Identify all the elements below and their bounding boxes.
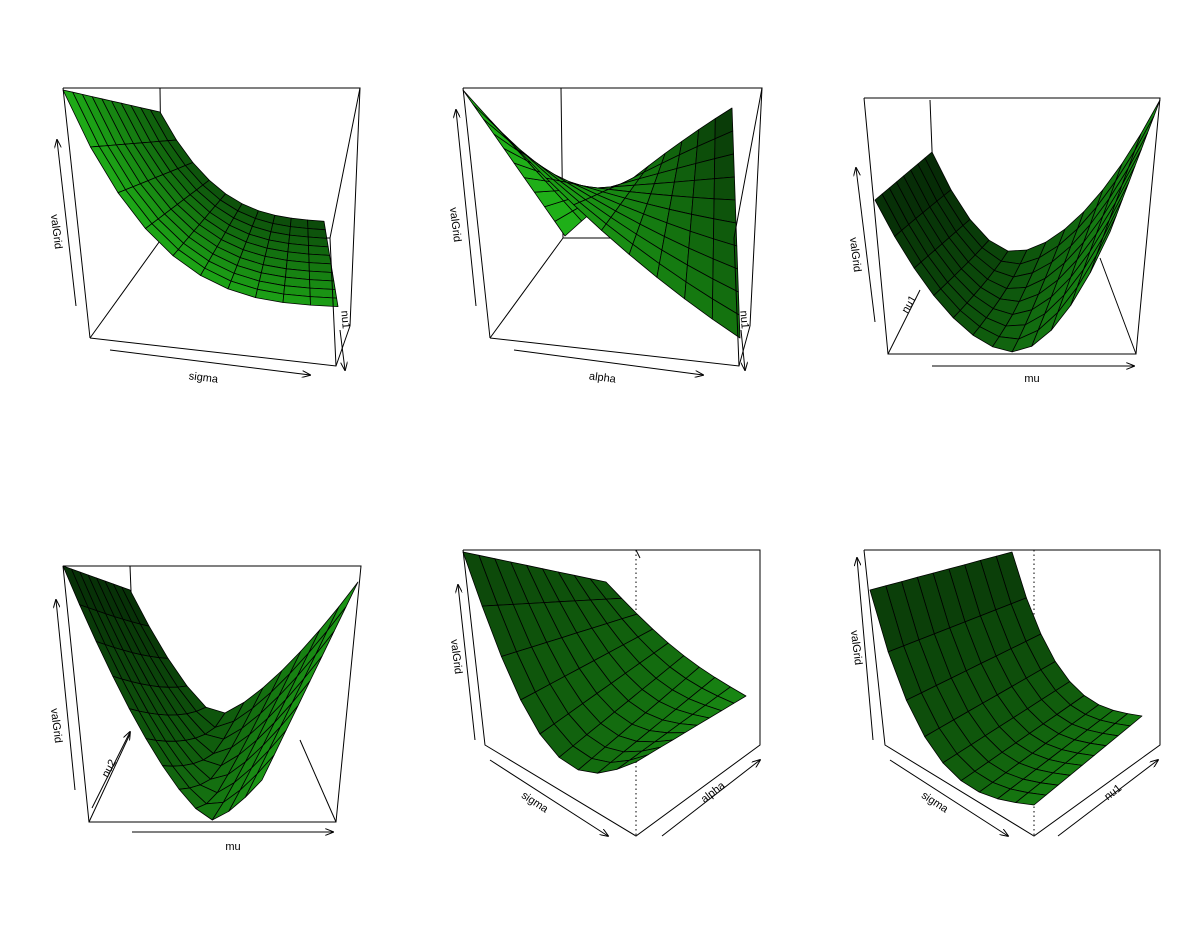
hidden-axis-label: nu1 — [338, 310, 352, 329]
x-axis-arrow — [513, 349, 703, 375]
panel-4: mu valGrid nu2 — [48, 565, 362, 853]
z-axis-arrow — [57, 140, 77, 307]
z-axis-arrow — [856, 168, 876, 323]
depth-axis-arrow — [339, 329, 345, 370]
panel-3: mu valGrid nu1 — [847, 97, 1161, 385]
z-axis-label: valGrid — [448, 639, 464, 675]
z-axis-arrow — [456, 110, 477, 307]
x-axis-arrow — [889, 759, 1008, 836]
x-axis-arrow — [489, 759, 608, 836]
panel-2: alpha valGrid nu1 — [447, 87, 763, 386]
panel-3-front-box — [863, 97, 1161, 355]
panel-6-surface — [869, 551, 1143, 806]
panel-5: sigma valGrid alpha — [448, 549, 761, 837]
surface-facet — [326, 581, 359, 632]
z-axis-label: valGrid — [48, 708, 64, 744]
x-axis-label: sigma — [519, 789, 551, 816]
z-axis-label: valGrid — [847, 237, 863, 273]
panel-2-axes: alpha valGrid nu1 — [447, 110, 751, 386]
x-axis-label: alpha — [588, 370, 617, 385]
panel-2-surface — [462, 89, 741, 339]
panel-6: sigma valGrid nu1 — [848, 549, 1161, 837]
surface-facet — [711, 298, 741, 339]
surface-facet — [616, 754, 649, 770]
y-axis-arrow — [1057, 760, 1158, 837]
y-axis-arrow — [661, 760, 760, 837]
x-axis-label: sigma — [188, 370, 219, 386]
z-axis-arrow — [56, 600, 76, 791]
x-axis-arrow — [109, 349, 310, 375]
y-axis-arrow — [91, 732, 130, 809]
surface-facet — [650, 181, 675, 197]
panel-3-surface — [874, 99, 1161, 353]
panel-1: sigma valGrid nu1 — [48, 87, 361, 386]
surface-facet — [309, 296, 339, 308]
hidden-axis-label: nu1 — [737, 310, 751, 329]
surface-facet — [1015, 792, 1047, 806]
panel-2-front-box — [462, 87, 763, 367]
z-axis-label: valGrid — [848, 630, 864, 666]
panel-4-surface — [62, 565, 359, 821]
surface-facet — [1090, 215, 1117, 273]
z-axis-label: valGrid — [48, 214, 64, 250]
surface-facet — [714, 153, 735, 180]
surface-facet — [713, 176, 736, 201]
panel-6-front-box — [863, 549, 1161, 837]
x-axis-label: sigma — [919, 789, 951, 816]
y-axis-label: alpha — [699, 779, 728, 806]
panel-4-front-box — [62, 565, 362, 823]
z-axis-arrow — [458, 585, 476, 741]
z-axis-arrow — [857, 558, 874, 741]
depth-axis-arrow — [740, 329, 745, 370]
x-axis-label: mu — [225, 841, 240, 853]
surface-facet — [692, 178, 715, 200]
panel-1-axes: sigma valGrid nu1 — [48, 140, 352, 386]
z-axis-label: valGrid — [447, 207, 463, 243]
panel-5-front-box — [462, 549, 761, 837]
panel-5-surface — [462, 551, 747, 774]
surface-facet — [244, 754, 275, 798]
panel-1-front-box — [62, 87, 361, 367]
panel-1-surface — [62, 89, 339, 308]
surface-facet — [671, 179, 695, 198]
x-axis-label: mu — [1024, 373, 1039, 385]
